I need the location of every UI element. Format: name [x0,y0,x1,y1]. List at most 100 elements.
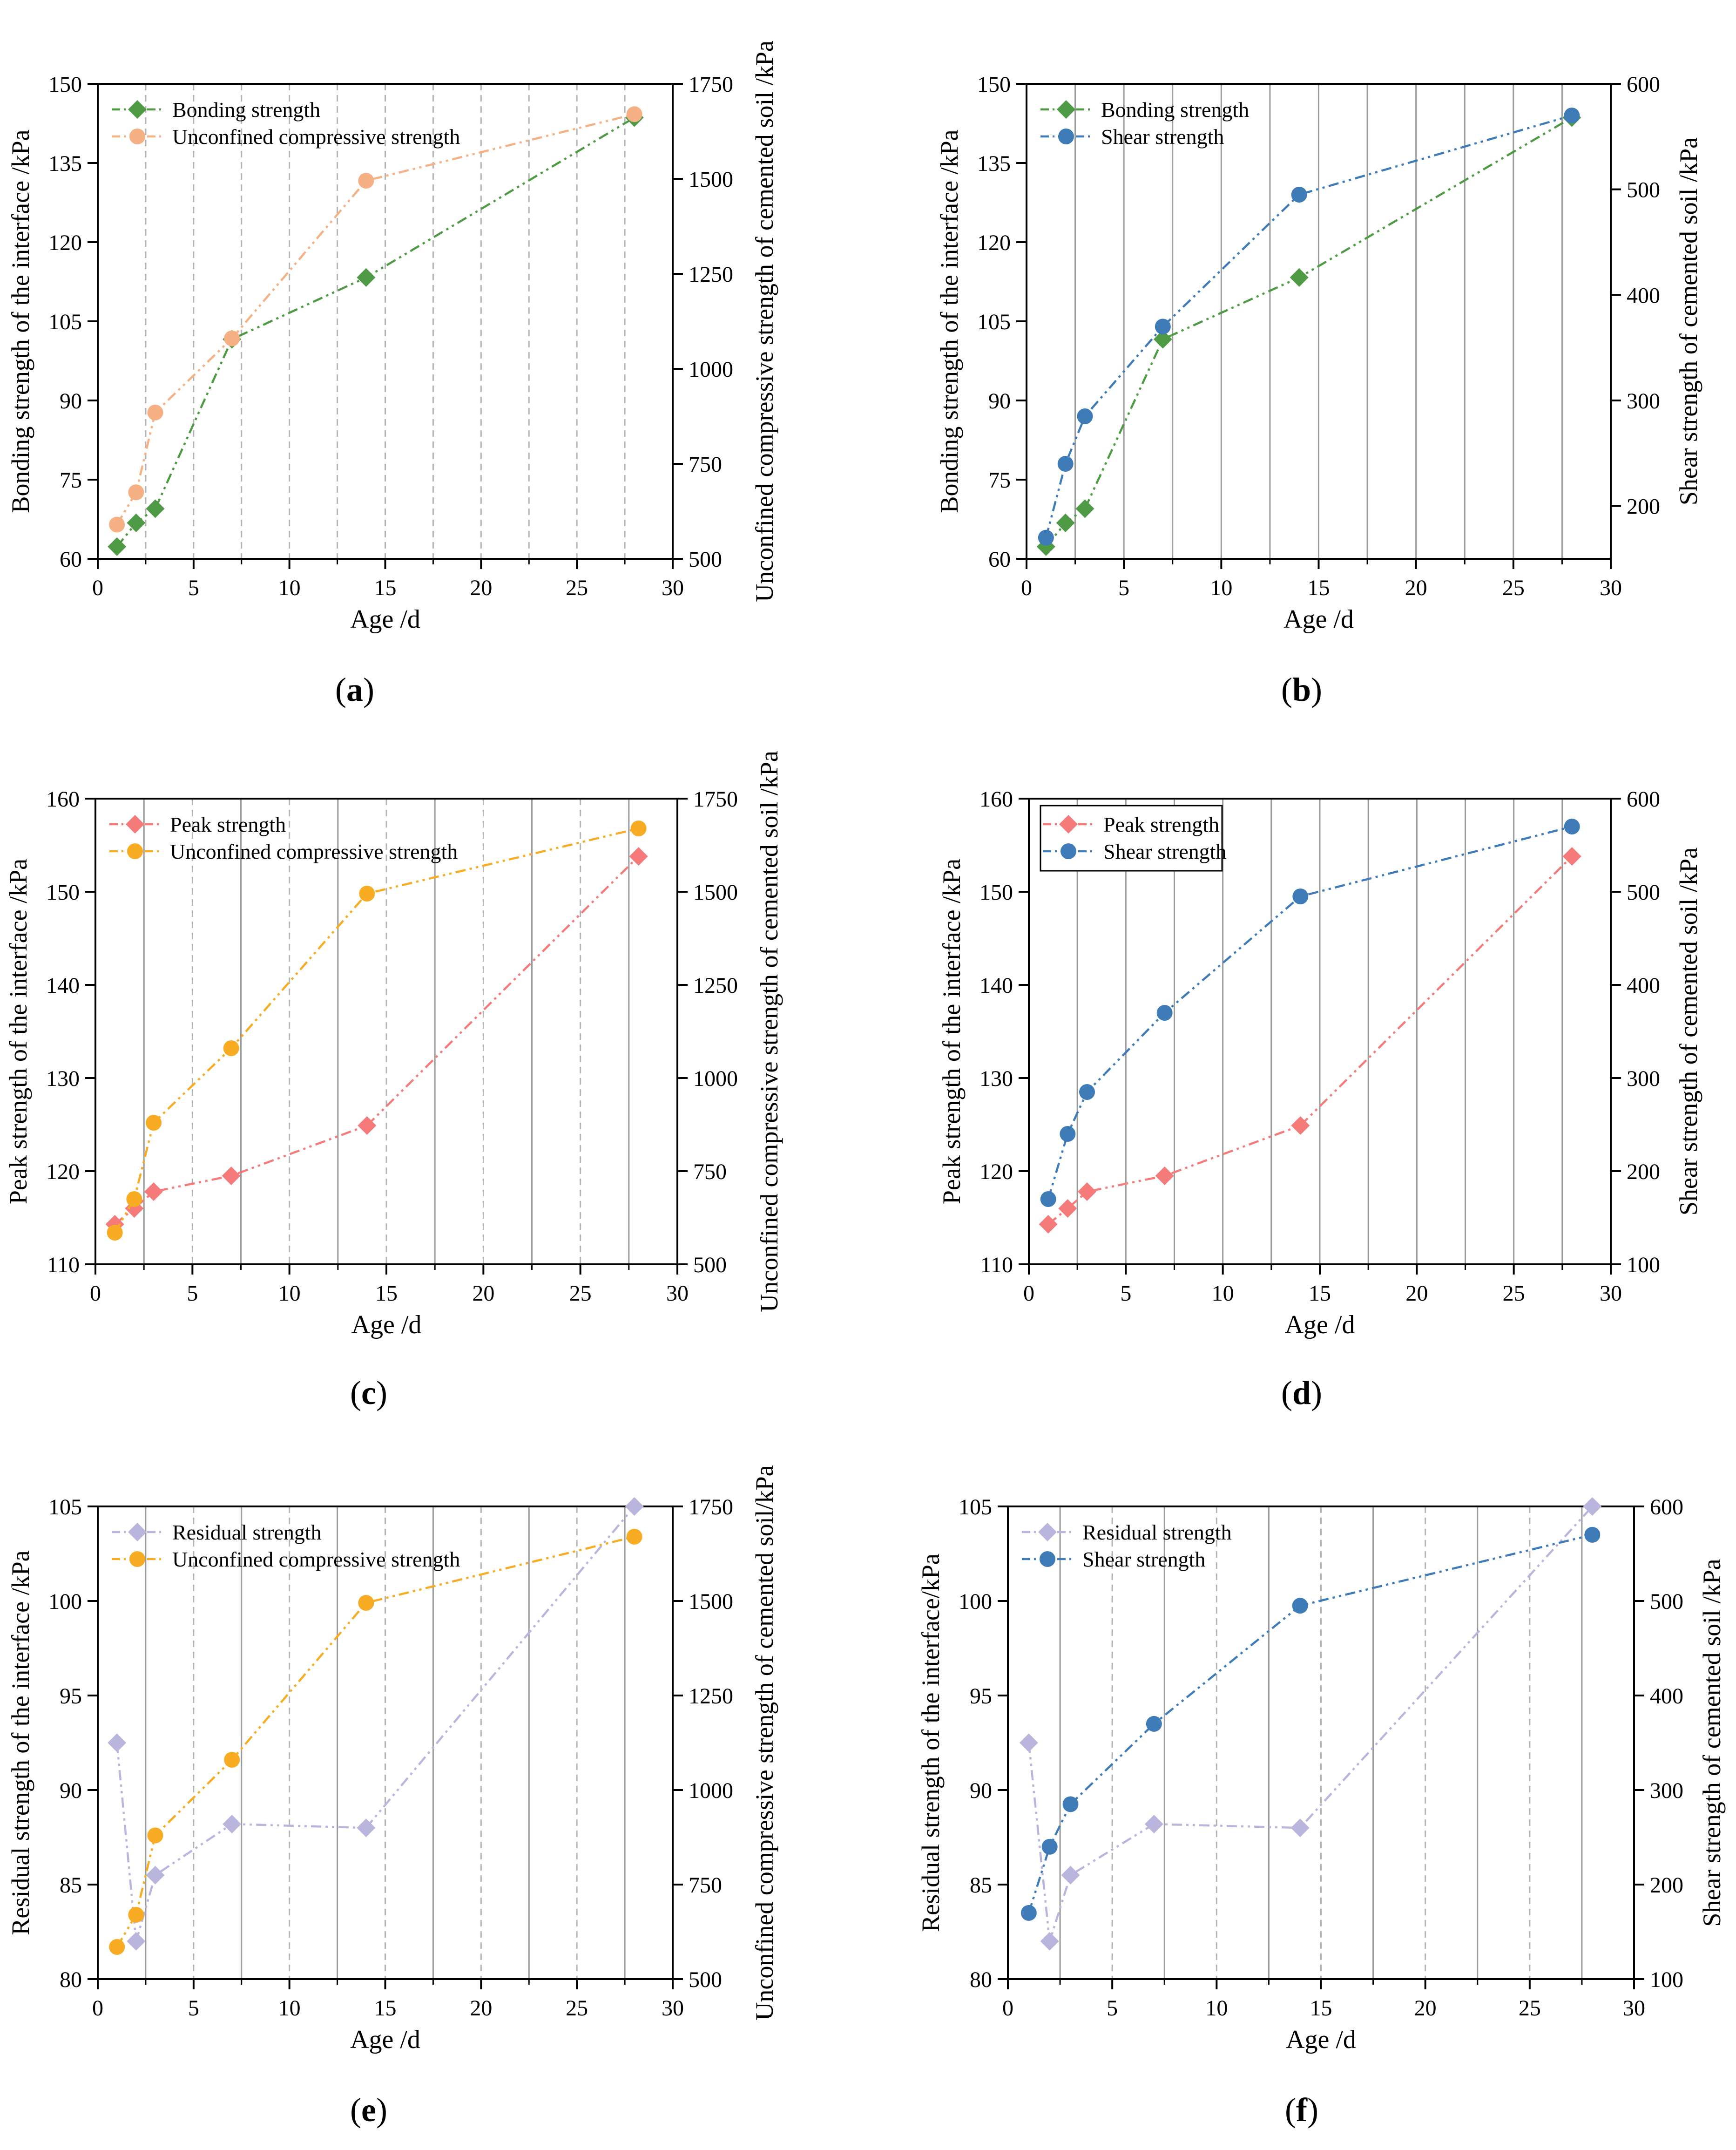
x-tick-label: 5 [1120,1281,1131,1306]
y-left-tick-label: 140 [46,973,80,998]
x-tick-label: 0 [92,576,103,600]
data-point-diamond [1290,268,1309,287]
y-left-tick-label: 105 [48,1495,82,1519]
legend-label: Shear strength [1082,1547,1205,1571]
y-right-tick-label: 400 [1650,1684,1683,1709]
x-axis-title: Age /d [1283,605,1354,634]
legend: Bonding strength Shear strength [1040,98,1249,149]
data-point-circle [1077,408,1093,424]
x-tick-label: 25 [566,576,588,600]
data-point-diamond [1058,1199,1077,1218]
y-right-tick-label: 300 [1627,389,1660,414]
y-right-axis-title: Unconfined compressive strength of cemen… [750,1465,778,2020]
x-tick-label: 25 [566,1996,588,2021]
data-point-diamond [1583,1497,1602,1516]
y-left-tick-label: 105 [977,310,1011,334]
data-point-circle [630,821,647,836]
y-right-tick-label: 600 [1627,72,1660,97]
panel-label: (c) [350,1374,387,1411]
series-line-residual-strength [1027,1506,1593,1942]
y-left-tick-label: 80 [60,1967,82,1992]
x-tick-label: 0 [90,1281,101,1306]
data-point-circle [126,1191,142,1207]
x-tick-label: 10 [1210,576,1232,600]
y-right-tick-label: 600 [1650,1495,1683,1519]
chart-panel-c: 0 5 10 15 20 25 30 110 120 130 140 150 160 500 750 1000… [4,751,783,1411]
data-point-circle [1291,187,1307,203]
y-left-tick-label: 135 [48,151,82,176]
data-point-diamond [108,537,127,556]
x-tick-label: 15 [375,1281,398,1306]
y-right-tick-label: 300 [1627,1066,1660,1091]
x-axis-title: Age /d [350,605,420,634]
x-tick-label: 20 [470,576,492,600]
legend-marker-diamond [1038,1523,1057,1541]
y-left-tick-label: 160 [979,787,1013,812]
series-line-shear-strength [1045,114,1572,538]
data-point-diamond [223,1815,242,1834]
legend-label: Unconfined compressive strength [170,840,458,863]
x-tick-label: 0 [92,1996,103,2021]
y-left-tick-label: 105 [48,310,82,334]
legend-marker-circle [127,843,143,859]
y-left-tick-label: 135 [977,151,1011,176]
y-right-tick-label: 300 [1650,1778,1683,1803]
data-point-diamond [1153,330,1172,349]
y-left-tick-label: 100 [48,1589,82,1614]
legend: Residual strength Unconfined compressive … [112,1520,460,1571]
y-left-tick-label: 120 [48,231,82,255]
legend-marker-diamond [126,815,144,834]
y-left-tick-label: 130 [979,1066,1013,1091]
y-left-tick-label: 150 [979,880,1013,905]
y-right-tick-label: 600 [1627,787,1660,812]
x-tick-label: 0 [1023,1281,1034,1306]
panel-label: (d) [1281,1374,1322,1411]
data-point-circle [359,886,375,902]
data-point-diamond [1144,1815,1163,1834]
y-right-tick-label: 1250 [689,262,733,287]
y-right-tick-label: 500 [1627,880,1660,905]
data-point-diamond [127,1932,146,1951]
series-line-bonding-strength [1045,116,1573,548]
x-tick-label: 15 [374,1996,397,2021]
y-left-axis-title: Peak strength of the interface /kPa [938,859,966,1204]
y-left-tick-label: 85 [60,1873,82,1898]
x-tick-label: 15 [1310,1996,1332,2021]
y-right-tick-label: 750 [693,1160,727,1184]
y-left-tick-label: 150 [977,72,1011,97]
y-left-tick-label: 150 [46,880,80,905]
x-tick-label: 5 [187,1281,198,1306]
y-left-tick-label: 150 [48,72,82,97]
legend-label: Unconfined compressive strength [172,125,460,149]
x-tick-label: 30 [1623,1996,1645,2021]
data-point-circle [1020,1905,1037,1921]
data-point-circle [1564,819,1580,834]
data-point-circle [358,173,374,189]
y-right-tick-label: 500 [1650,1589,1683,1614]
data-point-circle [1060,1126,1076,1142]
y-right-axis-title: Shear strength of cemented soil /kPa [1675,137,1702,505]
y-right-tick-label: 100 [1627,1253,1660,1277]
data-point-diamond [146,1865,165,1885]
legend: Bonding strength Unconfined compressive s… [112,98,460,149]
x-tick-label: 20 [472,1281,494,1306]
y-left-axis-title: Peak strength of the interface /kPa [4,859,32,1204]
y-left-tick-label: 60 [988,547,1011,572]
data-point-circle [128,484,144,501]
data-point-circle [224,1752,240,1768]
data-point-circle [358,1595,374,1611]
x-tick-label: 5 [188,1996,199,2021]
y-right-axis-title: Shear strength of cemented soil /kPa [1698,1559,1726,1926]
legend-marker-diamond [128,1523,147,1541]
data-point-circle [1292,1598,1308,1614]
x-axis-title: Age /d [351,1310,422,1339]
series-line-shear-strength [1027,1533,1593,1913]
legend-box [1040,805,1223,872]
data-point-diamond [146,499,165,518]
data-point-circle [109,516,125,533]
y-right-tick-label: 750 [689,1873,722,1898]
data-point-diamond [222,1167,241,1185]
x-tick-label: 20 [1405,576,1427,600]
data-point-circle [147,1827,163,1844]
x-tick-label: 20 [470,1996,492,2021]
